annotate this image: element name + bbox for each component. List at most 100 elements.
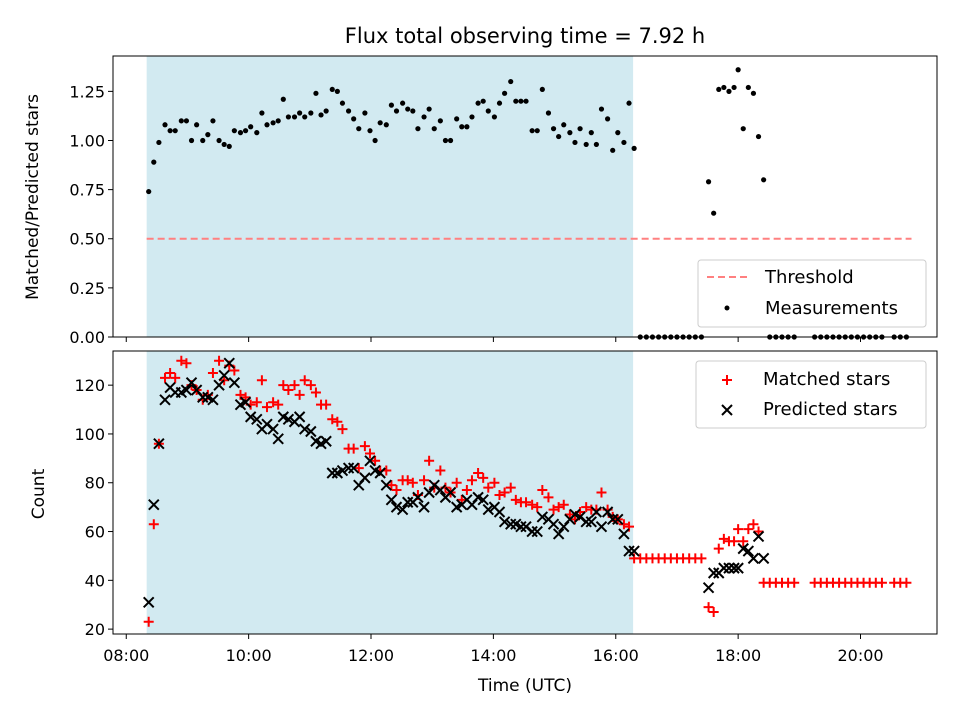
matched-point	[386, 480, 397, 491]
predicted-point	[757, 552, 770, 565]
predicted-point	[402, 496, 414, 508]
y-tick-label: 1.25	[69, 82, 105, 101]
predicted-point	[482, 503, 494, 516]
matched-point	[359, 441, 370, 452]
y-tick-label: 0.25	[69, 279, 105, 298]
matched-point	[251, 397, 262, 408]
matched-point	[160, 372, 171, 383]
measurement-point	[323, 108, 329, 114]
measurement-point	[221, 141, 227, 148]
matched-point	[407, 477, 418, 488]
measurement-point	[377, 120, 383, 126]
measurement-point	[172, 128, 178, 134]
measurement-point	[205, 132, 211, 138]
measurement-point	[237, 130, 244, 136]
measurement-point	[572, 139, 578, 146]
matched-point	[553, 502, 564, 513]
matched-point	[289, 380, 300, 391]
predicted-point	[606, 513, 619, 526]
matched-point	[708, 607, 719, 618]
matched-point	[505, 482, 516, 493]
matched-point	[748, 519, 759, 530]
matched-point	[558, 499, 569, 510]
measurement-point	[405, 106, 411, 112]
measurement-point	[502, 90, 508, 96]
matched-point	[581, 502, 592, 513]
matched-point	[564, 509, 575, 520]
predicted-point	[390, 501, 403, 513]
measurement-point	[216, 137, 222, 144]
matched-legend-label: Matched stars	[763, 369, 890, 390]
matched-point	[337, 424, 348, 435]
matched-point	[165, 367, 176, 378]
measurement-point	[162, 122, 168, 128]
measurement-point	[285, 114, 292, 120]
y-tick-label: 20	[85, 620, 105, 639]
matched-point	[494, 489, 505, 500]
matched-point	[294, 389, 305, 400]
bottom-marks	[142, 355, 912, 627]
measurement-point	[605, 116, 611, 122]
matched-point	[176, 355, 187, 366]
predicted-point	[552, 528, 565, 540]
predicted-legend-glyph	[721, 404, 733, 416]
measurement-point	[711, 210, 717, 216]
matched-point	[143, 616, 154, 627]
measurement-point	[183, 118, 190, 124]
measurement-point	[188, 137, 195, 144]
matched-point	[473, 467, 484, 478]
predicted-point	[213, 379, 225, 391]
measurement-point	[577, 126, 583, 132]
predicted-point	[590, 506, 603, 518]
predicted-point	[207, 394, 219, 406]
matched-point	[207, 367, 218, 378]
matched-point	[489, 477, 500, 488]
predicted-point	[747, 552, 760, 565]
measurement-point	[615, 130, 621, 136]
predicted-point	[293, 411, 306, 423]
measurement-point	[529, 128, 535, 134]
measurement-point	[313, 90, 319, 96]
predicted-point	[434, 484, 447, 496]
y-tick-label: 100	[74, 425, 105, 444]
measurement-point	[626, 100, 632, 106]
measurement-point	[588, 130, 594, 136]
measurement-point	[259, 110, 265, 116]
predicted-point	[359, 472, 371, 484]
measurement-point	[750, 90, 757, 96]
matched-point	[521, 497, 532, 508]
predicted-legend-label: Predicted stars	[763, 399, 897, 420]
measurement-point	[426, 106, 432, 112]
measurement-point	[721, 84, 727, 91]
measurement-point	[362, 110, 368, 116]
measurement-point	[513, 98, 519, 104]
top-x-ticks	[125, 337, 862, 342]
measurements-legend-marker	[724, 305, 730, 311]
matched-point	[327, 414, 338, 425]
predicted-point	[536, 511, 549, 523]
predicted-point	[707, 567, 720, 579]
matched-point	[753, 526, 764, 537]
predicted-point	[612, 513, 624, 526]
measurement-point	[226, 143, 232, 149]
predicted-point	[493, 506, 506, 518]
measurement-point	[270, 120, 276, 126]
measurement-point	[351, 116, 357, 122]
measurement-point	[485, 108, 491, 114]
predicted-point	[305, 425, 317, 438]
matched-point	[148, 519, 159, 530]
predicted-legend-marker	[721, 404, 733, 416]
y-tick-label: 0.50	[69, 230, 105, 249]
matched-point	[461, 485, 472, 496]
bottom-panel: 20 40 60 80 100 120 08:00 10:00 12:00 14:00 16:00…	[29, 350, 938, 696]
measurement-point	[297, 110, 303, 116]
predicted-point	[251, 413, 263, 426]
measurement-point	[442, 137, 449, 144]
predicted-point	[159, 394, 171, 406]
matched-point	[273, 399, 284, 410]
matched-point	[618, 519, 629, 530]
top-legend: Threshold Measurements	[697, 259, 927, 328]
matched-point	[435, 465, 446, 476]
measurement-point	[308, 110, 314, 116]
